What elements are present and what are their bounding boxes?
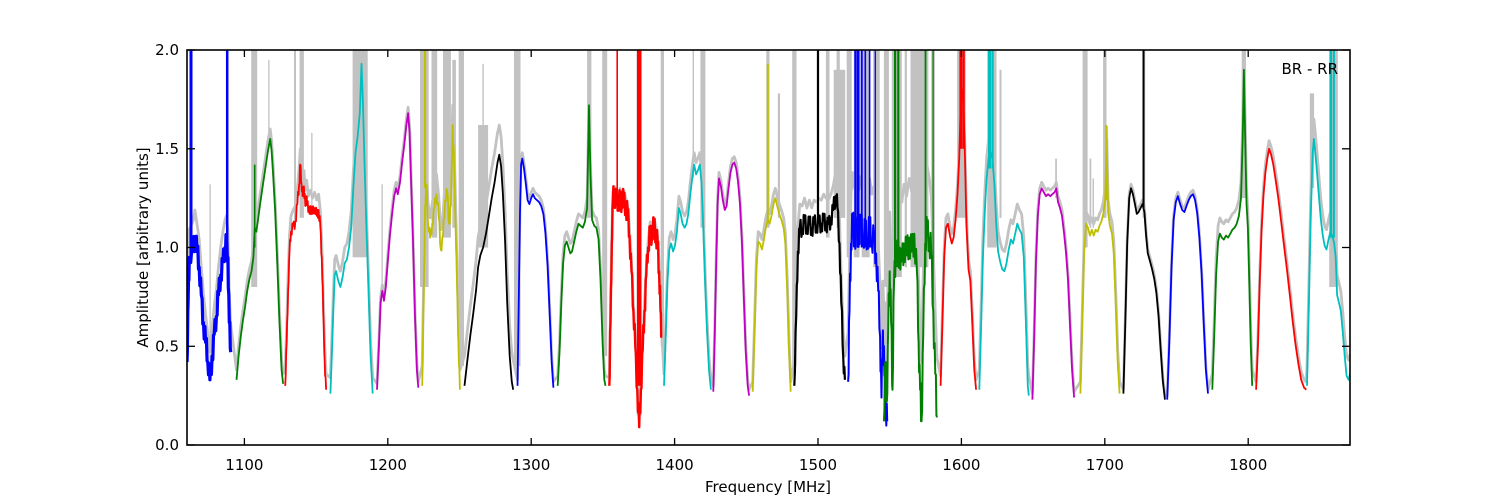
x-tick-label: 1800 [1229,456,1267,474]
gray-envelope-spike [792,50,797,366]
subband-curve-22 [1166,193,1209,400]
subband-curve-9 [556,104,607,386]
gray-envelope-spike [311,132,313,208]
x-tick-label: 1600 [942,456,980,474]
gray-envelope-spike [1055,158,1057,199]
subband-curve-8 [516,157,555,388]
gray-envelope-spike [381,184,383,287]
y-tick-label: 0.0 [155,436,179,454]
subband-curve-2 [235,138,284,384]
y-axis-label: Amplitude [arbitrary units] [134,147,152,347]
gray-envelope-spike [999,69,1002,218]
gray-envelope-spike [602,50,608,357]
subband-curve-20 [1079,138,1121,394]
x-tick-label: 1100 [225,456,263,474]
gray-envelope-spike [1089,158,1092,228]
subband-curve-7 [463,153,515,390]
gray-envelope-spike [443,50,451,238]
subband-curve-6 [421,124,461,390]
gray-envelope-spike [891,50,902,278]
gray-envelope-spike [700,50,706,228]
y-tick-label: 2.0 [155,41,179,59]
gray-envelope-spike [294,50,296,228]
subband-curve-1 [187,233,233,382]
x-tick-label: 1300 [512,456,550,474]
gray-envelope-spike [846,50,852,258]
gray-envelope-spike [692,50,694,179]
gray-envelope-spike [825,50,830,238]
y-tick-label: 1.5 [155,140,179,158]
subband-curve-11 [663,163,712,390]
x-tick-label: 1700 [1086,456,1124,474]
gray-envelope-spike [299,50,304,218]
y-tick-label: 0.5 [155,337,179,355]
subband-curve-19 [1031,187,1075,400]
gray-envelope-spike [904,50,907,268]
x-tick-label: 1400 [656,456,694,474]
gray-envelope-spike [883,50,889,287]
gray-envelope-spike [1092,178,1094,228]
gray-envelope-spike [873,50,880,268]
x-axis-label: Frequency [MHz] [705,478,831,496]
subband-curve-23 [1211,68,1254,390]
axes-layer: 1100 1200 1300 1400 1500 1600 1700 1800 0.0 0.5 1.… [155,41,1351,474]
subband-curve-13 [751,197,792,392]
subband-curve-4 [329,62,374,394]
gray-envelope-spike [268,59,270,149]
x-tick-label: 1500 [799,456,837,474]
subband-curve-24 [1255,147,1307,391]
y-tick-label: 1.0 [155,239,179,257]
x-tick-label: 1200 [369,456,407,474]
subband-curve-10 [608,185,663,429]
gray-envelope-spike [458,50,464,366]
subband-curve-3 [284,163,327,390]
subband-curve-25 [1306,138,1350,386]
gray-envelope-spike [1082,50,1088,248]
subband-curve-17 [939,88,977,390]
subband-curve-14 [793,193,846,386]
subband-curve-12 [712,161,750,396]
gray-envelope-spike [660,50,664,347]
series-layer [187,50,1350,429]
gray-envelope-spike [836,50,840,228]
gray-envelope-spike [431,50,438,238]
corner-annotation: BR - RR [1281,60,1338,78]
subband-curve-18 [978,151,1030,396]
gray-envelope-spike [777,93,780,218]
subband-curve-21 [1122,187,1166,400]
subband-curve-15 [847,211,889,427]
gray-envelope-spike [482,63,484,208]
gray-envelope-spike [1103,50,1107,218]
gray-envelope-spike [514,50,521,366]
subband-curve-5 [376,112,420,390]
gray-envelope-spike [209,184,211,380]
subband-curve-16 [882,215,938,423]
